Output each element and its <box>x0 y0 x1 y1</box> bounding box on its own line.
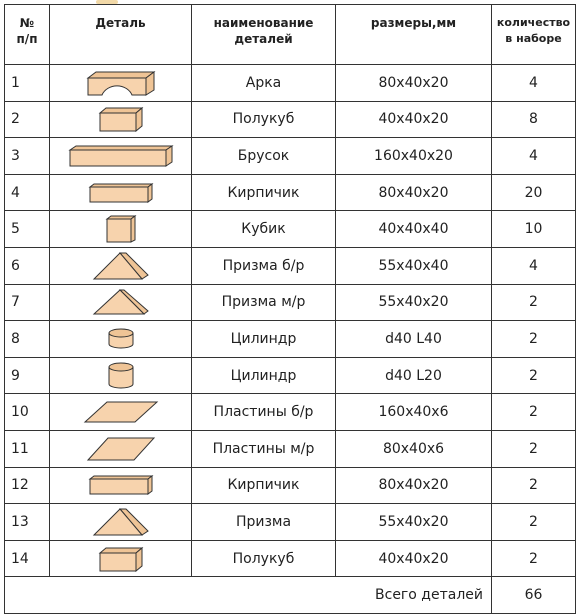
prism-large-icon <box>49 246 192 285</box>
part-size: d40 L40 <box>335 320 492 358</box>
total-row: Всего деталей 66 <box>4 576 576 614</box>
part-quantity: 2 <box>491 356 576 395</box>
brick-icon <box>49 466 192 505</box>
part-size: 80x40x6 <box>335 429 492 468</box>
part-quantity: 2 <box>491 393 576 431</box>
part-name: Кирпичик <box>191 466 336 505</box>
table-row: 2 Полукуб 40x40x20 8 <box>4 100 576 139</box>
part-name: Призма м/р <box>191 283 336 322</box>
table-row: 8 Цилиндр d40 L40 2 <box>4 320 576 358</box>
part-quantity: 4 <box>491 246 576 285</box>
part-name: Полукуб <box>191 100 336 139</box>
row-number: 2 <box>4 100 50 139</box>
header-detail: Деталь <box>49 4 192 65</box>
table-row: 1 Арка 80x40x20 4 <box>4 64 576 102</box>
part-quantity: 2 <box>491 283 576 322</box>
part-quantity: 4 <box>491 64 576 102</box>
part-size: 40x40x20 <box>335 539 492 578</box>
arch-icon <box>49 64 192 102</box>
total-value: 66 <box>491 576 576 614</box>
table-row: 12 Кирпичик 80x40x20 2 <box>4 466 576 505</box>
plate-small-icon <box>49 429 192 468</box>
row-number: 11 <box>4 429 50 468</box>
table-row: 9 Цилиндр d40 L20 2 <box>4 356 576 395</box>
row-number: 9 <box>4 356 50 395</box>
header-name: наименование деталей <box>191 4 336 65</box>
part-name: Кубик <box>191 210 336 248</box>
part-size: 40x40x20 <box>335 100 492 139</box>
row-number: 8 <box>4 320 50 358</box>
part-name: Арка <box>191 64 336 102</box>
part-size: 80x40x20 <box>335 64 492 102</box>
row-number: 5 <box>4 210 50 248</box>
part-name: Цилиндр <box>191 356 336 395</box>
table-row: 11 Пластины м/р 80x40x6 2 <box>4 429 576 468</box>
table-row: 14 Полукуб 40x40x20 2 <box>4 539 576 578</box>
brick-icon <box>49 173 192 212</box>
prism-large-icon <box>49 503 192 541</box>
table-row: 4 Кирпичик 80x40x20 20 <box>4 173 576 212</box>
table-row: 10 Пластины б/р 160x40x6 2 <box>4 393 576 431</box>
part-size: 160x40x6 <box>335 393 492 431</box>
cylinder-short-icon <box>49 320 192 358</box>
row-number: 7 <box>4 283 50 322</box>
part-size: 55x40x40 <box>335 246 492 285</box>
row-number: 6 <box>4 246 50 285</box>
table-row: 5 Кубик 40x40x40 10 <box>4 210 576 248</box>
row-number: 4 <box>4 173 50 212</box>
header-row: № п/п Деталь наименование деталей размер… <box>4 4 576 65</box>
row-number: 14 <box>4 539 50 578</box>
cube-icon <box>49 210 192 248</box>
part-quantity: 2 <box>491 466 576 505</box>
header-qty: количество в наборе <box>491 4 576 65</box>
part-name: Брусок <box>191 137 336 175</box>
part-size: 55x40x20 <box>335 503 492 541</box>
part-size: 160x40x20 <box>335 137 492 175</box>
part-name: Кирпичик <box>191 173 336 212</box>
part-name: Пластины м/р <box>191 429 336 468</box>
total-label: Всего деталей <box>4 576 492 614</box>
row-number: 3 <box>4 137 50 175</box>
row-number: 13 <box>4 503 50 541</box>
part-size: 40x40x40 <box>335 210 492 248</box>
table-row: 13 Призма 55x40x20 2 <box>4 503 576 541</box>
part-quantity: 20 <box>491 173 576 212</box>
part-name: Призма <box>191 503 336 541</box>
part-size: 55x40x20 <box>335 283 492 322</box>
table-row: 3 Брусок 160x40x20 4 <box>4 137 576 175</box>
header-num: № п/п <box>4 4 50 65</box>
part-quantity: 10 <box>491 210 576 248</box>
cylinder-tall-icon <box>49 356 192 395</box>
part-name: Пластины б/р <box>191 393 336 431</box>
prism-small-icon <box>49 283 192 322</box>
half-cube-icon <box>49 539 192 578</box>
part-quantity: 2 <box>491 320 576 358</box>
parts-table: № п/п Деталь наименование деталей размер… <box>4 4 576 614</box>
table-row: 6 Призма б/р 55x40x40 4 <box>4 246 576 285</box>
part-name: Цилиндр <box>191 320 336 358</box>
part-name: Призма б/р <box>191 246 336 285</box>
row-number: 1 <box>4 64 50 102</box>
part-name: Полукуб <box>191 539 336 578</box>
header-size: размеры,мм <box>335 4 492 65</box>
part-size: d40 L20 <box>335 356 492 395</box>
bar-icon <box>49 137 192 175</box>
part-quantity: 2 <box>491 503 576 541</box>
plate-large-icon <box>49 393 192 431</box>
part-size: 80x40x20 <box>335 466 492 505</box>
part-quantity: 8 <box>491 100 576 139</box>
part-quantity: 4 <box>491 137 576 175</box>
row-number: 10 <box>4 393 50 431</box>
half-cube-icon <box>49 100 192 139</box>
table-row: 7 Призма м/р 55x40x20 2 <box>4 283 576 322</box>
part-quantity: 2 <box>491 539 576 578</box>
part-size: 80x40x20 <box>335 173 492 212</box>
logo-fragment <box>96 0 118 4</box>
part-quantity: 2 <box>491 429 576 468</box>
row-number: 12 <box>4 466 50 505</box>
